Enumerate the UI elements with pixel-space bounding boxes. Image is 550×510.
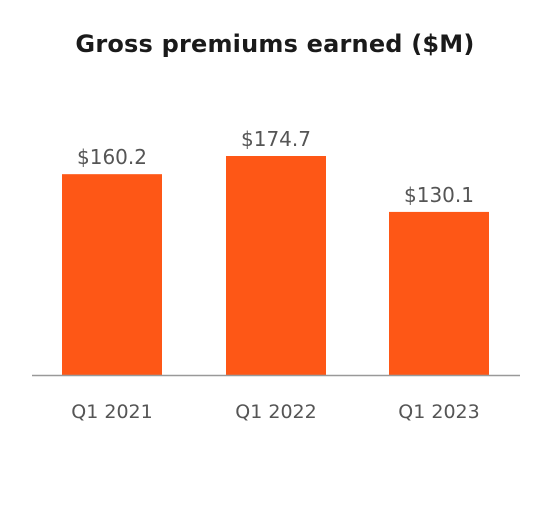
bar-q1-2022: [226, 156, 326, 375]
data-label: $130.1: [404, 183, 474, 207]
data-label: $174.7: [241, 127, 311, 151]
bar-q1-2023: [389, 211, 489, 375]
x-tick-label: Q1 2022: [235, 401, 316, 423]
bars-group: [62, 156, 489, 375]
data-label: $160.2: [77, 145, 147, 169]
value-labels-group: $160.2 $174.7 $130.1: [77, 127, 474, 207]
bar-q1-2021: [62, 174, 162, 375]
x-tick-label: Q1 2023: [398, 401, 479, 423]
x-tick-label: Q1 2021: [71, 401, 152, 423]
x-tick-labels-group: Q1 2021 Q1 2022 Q1 2023: [71, 401, 479, 423]
chart-title: Gross premiums earned ($M): [75, 30, 475, 58]
